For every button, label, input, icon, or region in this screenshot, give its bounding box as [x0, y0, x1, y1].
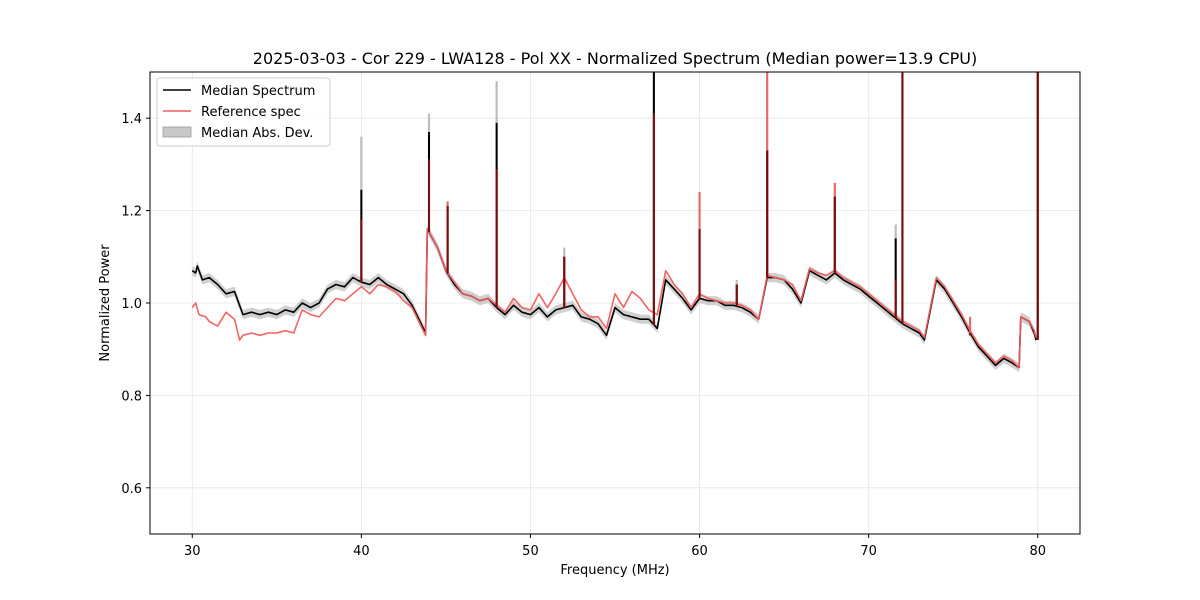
y-tick-label: 0.6 [121, 482, 142, 497]
x-tick-label: 80 [1029, 544, 1046, 559]
legend: Median Spectrum Reference spec Median Ab… [156, 77, 331, 147]
y-tick-label: 1.0 [121, 297, 142, 312]
reference-spec-line [191, 228, 1037, 369]
y-tick-label: 1.2 [121, 205, 142, 220]
legend-mad-label: Median Abs. Dev. [201, 126, 313, 141]
x-axis: 30 40 50 60 70 80 [184, 534, 1046, 559]
series-layer [191, 72, 1039, 369]
mad-band [192, 224, 1037, 373]
y-tick-label: 1.4 [121, 112, 142, 127]
x-tick-label: 70 [860, 544, 877, 559]
chart-title: 2025-03-03 - Cor 229 - LWA128 - Pol XX -… [253, 49, 977, 68]
median-spectrum-line [191, 228, 1037, 369]
y-tick-label: 0.8 [121, 389, 142, 404]
mad-band-layer [192, 224, 1037, 373]
legend-median-label: Median Spectrum [201, 84, 315, 99]
y-axis-label: Normalized Power [98, 244, 113, 362]
legend-mad-swatch [162, 126, 192, 138]
x-tick-label: 50 [522, 544, 539, 559]
x-tick-label: 30 [184, 544, 201, 559]
x-axis-label: Frequency (MHz) [560, 563, 669, 578]
legend-box [156, 77, 331, 147]
x-tick-label: 40 [353, 544, 370, 559]
y-axis: 0.6 0.8 1.0 1.2 1.4 [121, 112, 150, 497]
legend-reference-label: Reference spec [201, 105, 301, 120]
x-tick-label: 60 [691, 544, 708, 559]
